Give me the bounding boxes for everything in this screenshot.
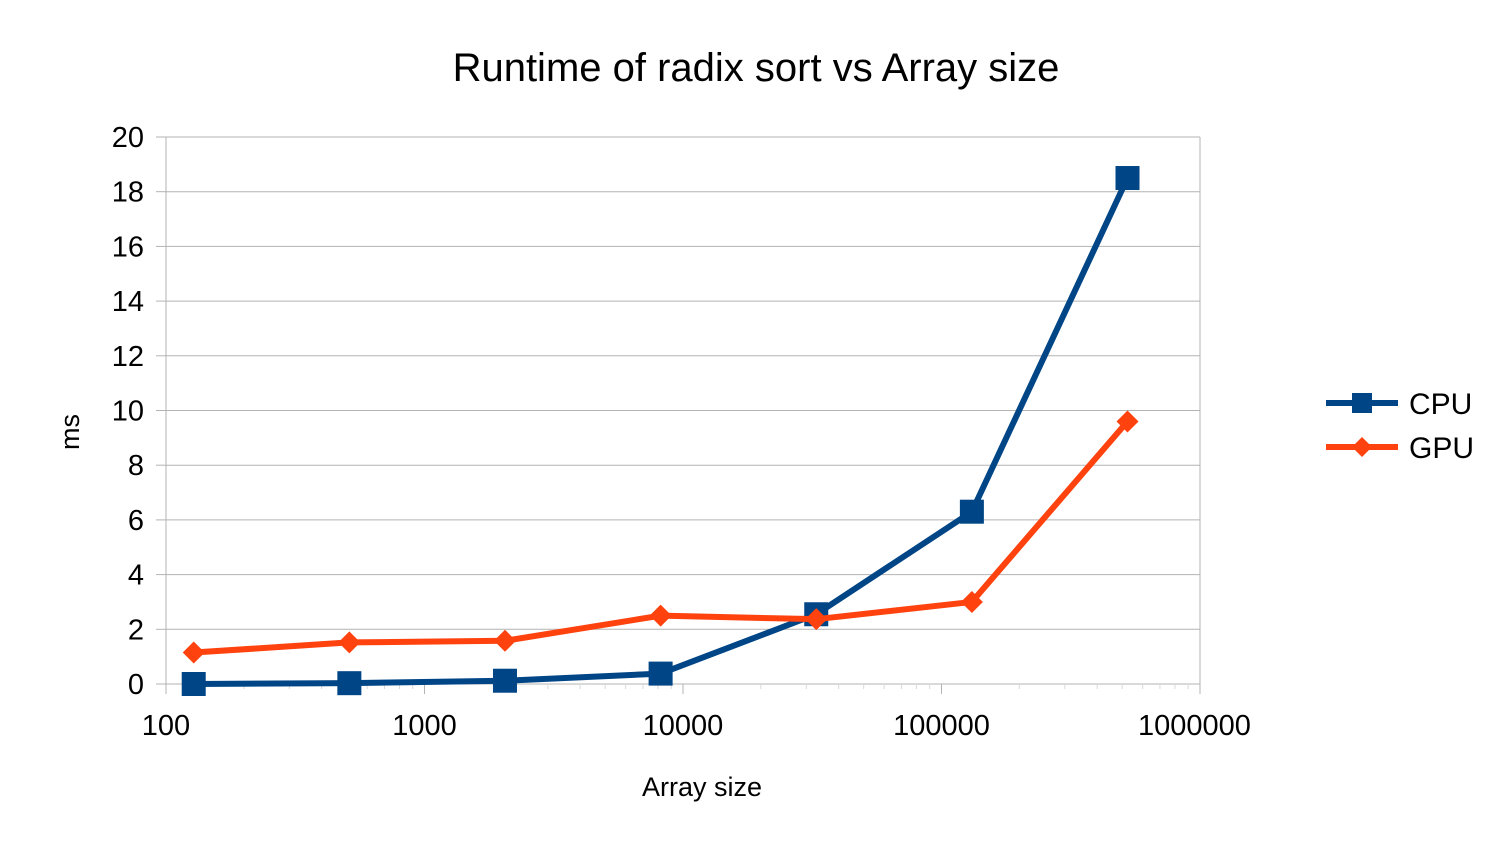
gpu-point xyxy=(182,641,205,664)
gpu-point xyxy=(805,608,828,631)
gpu-point xyxy=(493,629,516,652)
x-tick-label: 1000000 xyxy=(1138,710,1251,742)
y-tick-label: 14 xyxy=(112,286,144,318)
axes: 0 2 4 6 8 10 12 14 16 18 20 100 1000 10000 100000 10000… xyxy=(112,122,1251,742)
y-tick-label: 20 xyxy=(112,122,144,154)
y-tick-label: 2 xyxy=(128,614,144,646)
x-tick-label: 100 xyxy=(142,710,190,742)
cpu-point xyxy=(959,499,984,524)
x-tick-label: 100000 xyxy=(893,710,990,742)
legend-marker-cpu xyxy=(1352,393,1372,413)
y-tick-label: 4 xyxy=(128,560,144,592)
gpu-point xyxy=(960,590,983,613)
cpu-point xyxy=(337,671,362,696)
y-tick-label: 0 xyxy=(128,669,144,701)
y-tick-label: 12 xyxy=(112,341,144,373)
series-lines xyxy=(181,166,1140,696)
y-tick-label: 16 xyxy=(112,231,144,263)
cpu-point xyxy=(648,661,673,686)
legend-label-cpu: CPU xyxy=(1409,388,1472,421)
cpu-point xyxy=(181,672,206,696)
y-tick-label: 10 xyxy=(112,396,144,428)
x-axis-label: Array size xyxy=(642,772,762,802)
gpu-point xyxy=(1116,410,1139,433)
y-axis-label: ms xyxy=(55,414,85,450)
y-tick-label: 6 xyxy=(128,505,144,537)
y-tick-label: 8 xyxy=(128,450,144,482)
grid xyxy=(166,136,1200,685)
legend: CPU GPU xyxy=(1326,388,1474,465)
y-tick-label: 18 xyxy=(112,177,144,209)
x-tick-label: 1000 xyxy=(392,710,457,742)
cpu-point xyxy=(1115,166,1140,191)
cpu-point xyxy=(492,668,517,693)
chart-title: Runtime of radix sort vs Array size xyxy=(453,46,1060,90)
gpu-point xyxy=(649,604,672,627)
gpu-point xyxy=(338,631,361,654)
legend-label-gpu: GPU xyxy=(1409,432,1474,465)
legend-marker-gpu xyxy=(1352,437,1372,457)
x-tick-label: 10000 xyxy=(643,710,724,742)
